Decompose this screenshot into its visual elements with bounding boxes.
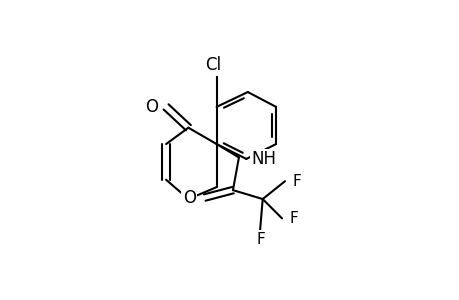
Text: F: F (292, 174, 301, 189)
Text: Cl: Cl (205, 56, 221, 74)
Text: F: F (256, 232, 265, 247)
Text: O: O (182, 189, 196, 207)
Text: O: O (145, 98, 157, 116)
Text: NH: NH (251, 150, 276, 168)
Text: F: F (289, 211, 297, 226)
